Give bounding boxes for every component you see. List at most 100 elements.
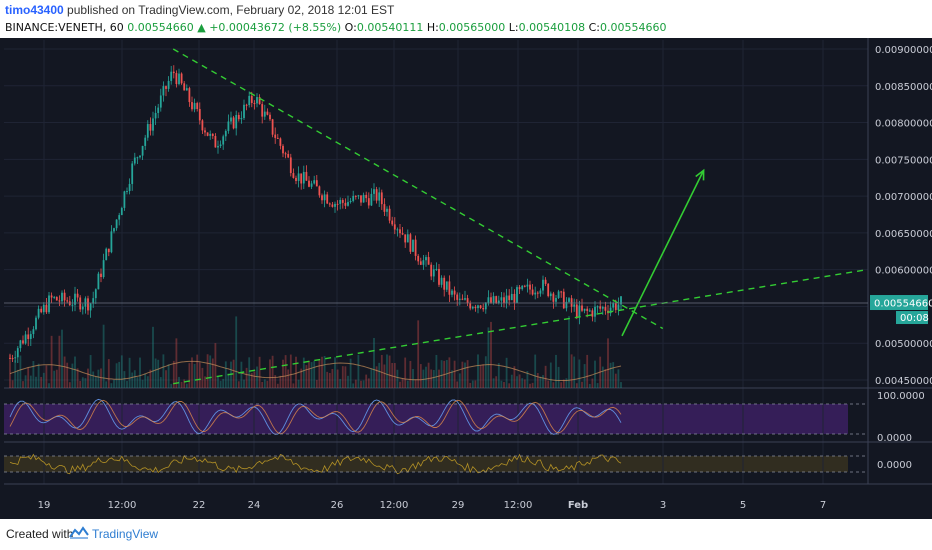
candle-body (321, 195, 323, 201)
volume-bar (113, 379, 115, 388)
candle-body (16, 348, 19, 358)
candle-body (378, 192, 381, 201)
candle-body (29, 334, 32, 339)
volume-bar (141, 379, 144, 388)
stoch-d-line (9, 399, 622, 435)
volume-bar (250, 373, 253, 388)
volume-bar (32, 360, 35, 388)
volume-bar (84, 378, 87, 388)
candle-body (570, 298, 573, 307)
chart-area[interactable]: 0.00900000 0.00850000 0.00800000 0.00750000… (0, 38, 932, 519)
volume-bar (570, 354, 573, 388)
candle-body (282, 145, 284, 154)
candle-body (115, 219, 118, 229)
high-value: 0.00565000 (438, 21, 506, 34)
time-tick-label: Feb (568, 500, 588, 511)
candle-body (412, 239, 414, 252)
volume-bar (557, 366, 560, 388)
volume-bar (97, 369, 100, 388)
volume-bar (79, 380, 82, 388)
candle-body (154, 112, 157, 119)
volume-bar (71, 363, 74, 388)
volume-bar (612, 362, 615, 388)
volume-bar (604, 369, 607, 388)
volume-bar (583, 364, 586, 388)
volume-bar (40, 376, 43, 388)
candle-body (518, 287, 521, 290)
forecast-arrowhead (695, 168, 705, 181)
volume-bar (560, 382, 563, 388)
candle-body (271, 119, 274, 135)
stoch-band (4, 404, 848, 434)
candle-body (289, 157, 292, 174)
candle-body (81, 306, 84, 310)
volume-bar (430, 369, 433, 388)
author-link[interactable]: timo43400 (5, 3, 64, 17)
last-price: 0.00554660 (127, 21, 194, 34)
candle-body (279, 138, 282, 146)
volume-bar (334, 357, 336, 388)
candle-body (261, 104, 264, 117)
candle-body (539, 290, 542, 294)
candle-body (235, 114, 238, 129)
price-chart[interactable]: 0.00900000 0.00850000 0.00800000 0.00750000… (0, 38, 932, 519)
volume-bar (120, 355, 123, 388)
volume-bar (63, 356, 66, 388)
volume-bar (549, 362, 552, 388)
candle-body (490, 297, 492, 303)
volume-bar (100, 368, 102, 388)
candle-body (139, 155, 141, 158)
low-value: 0.00540108 (518, 21, 586, 34)
volume-bar (279, 375, 282, 388)
candle-body (505, 295, 508, 304)
created-with-text: Created with (6, 527, 74, 541)
candle-body (477, 305, 479, 309)
volume-bar (438, 369, 440, 388)
symbol-label[interactable]: BINANCE:VENETH, 60 (5, 21, 124, 34)
volume-bar (92, 371, 95, 388)
candle-body (456, 294, 459, 300)
volume-bar (341, 366, 344, 388)
volume-bar (235, 316, 238, 388)
volume-bar (128, 357, 131, 388)
candle-body (300, 173, 303, 184)
candle-body (601, 307, 604, 309)
candle-body (87, 298, 89, 311)
up-triangle-icon: ▲ (197, 21, 206, 34)
volume-bar (131, 372, 134, 388)
candle-body (55, 296, 58, 301)
candle-body (581, 305, 583, 311)
volume-bar (422, 369, 425, 388)
volume-bar (126, 380, 128, 388)
volume-bar (378, 362, 381, 388)
candle-body (196, 103, 199, 109)
candle-body (110, 231, 113, 253)
candle-body (344, 202, 347, 206)
volume-bar (365, 374, 368, 388)
candle-body (443, 277, 446, 290)
volume-bar (339, 378, 342, 388)
volume-bar (204, 376, 206, 388)
candle-body (100, 273, 102, 278)
candle-body (232, 117, 235, 129)
price-tick-label: 0.00850000 (875, 82, 932, 93)
candle-body (32, 329, 35, 335)
tradingview-logo-icon (69, 526, 89, 539)
candle-body (123, 191, 126, 208)
volume-bar (321, 356, 323, 388)
candle-body (40, 308, 43, 313)
candle-body (48, 295, 50, 313)
volume-bar (453, 360, 456, 388)
volume-bar (315, 379, 318, 388)
volume-ma-line (9, 360, 622, 381)
volume-bar (396, 369, 399, 388)
candle-body (458, 298, 461, 300)
candle-body (523, 285, 526, 287)
volume-bar (347, 375, 349, 388)
candle-body (97, 273, 100, 290)
candle-body (191, 102, 193, 110)
tradingview-brand-link[interactable]: TradingView (92, 527, 159, 541)
volume-bar (50, 335, 53, 388)
candle-body (557, 291, 560, 298)
candle-body (24, 334, 27, 344)
